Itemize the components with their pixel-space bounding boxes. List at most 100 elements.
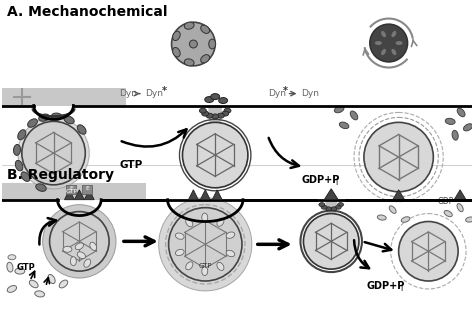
Ellipse shape xyxy=(389,206,396,214)
FancyBboxPatch shape xyxy=(66,185,76,194)
Ellipse shape xyxy=(335,205,341,209)
Ellipse shape xyxy=(200,108,206,113)
Ellipse shape xyxy=(202,213,208,222)
Polygon shape xyxy=(64,190,74,200)
Ellipse shape xyxy=(48,275,55,283)
Text: *: * xyxy=(162,85,167,96)
Ellipse shape xyxy=(51,113,62,120)
Ellipse shape xyxy=(202,111,209,116)
Ellipse shape xyxy=(173,48,180,57)
Ellipse shape xyxy=(84,259,91,267)
Ellipse shape xyxy=(202,267,208,276)
Circle shape xyxy=(182,122,248,188)
Circle shape xyxy=(370,24,408,62)
Ellipse shape xyxy=(29,280,38,288)
Ellipse shape xyxy=(63,246,72,252)
Ellipse shape xyxy=(8,255,16,260)
Text: E: E xyxy=(70,186,73,191)
Circle shape xyxy=(172,22,215,66)
Ellipse shape xyxy=(337,203,344,207)
Ellipse shape xyxy=(350,111,358,120)
Ellipse shape xyxy=(457,108,465,117)
Ellipse shape xyxy=(211,94,219,100)
Ellipse shape xyxy=(7,262,13,272)
Ellipse shape xyxy=(190,40,197,48)
Ellipse shape xyxy=(339,122,349,129)
Polygon shape xyxy=(188,190,198,200)
Ellipse shape xyxy=(36,184,46,191)
Ellipse shape xyxy=(71,257,76,266)
Circle shape xyxy=(169,208,242,281)
Ellipse shape xyxy=(381,49,386,55)
Ellipse shape xyxy=(326,207,331,211)
FancyBboxPatch shape xyxy=(82,185,92,194)
Ellipse shape xyxy=(175,249,184,256)
Ellipse shape xyxy=(184,22,194,29)
Ellipse shape xyxy=(226,232,235,238)
Ellipse shape xyxy=(465,217,474,222)
Circle shape xyxy=(364,122,433,192)
Ellipse shape xyxy=(205,97,214,103)
Ellipse shape xyxy=(21,172,30,182)
Text: GTP: GTP xyxy=(17,263,36,272)
Ellipse shape xyxy=(392,49,396,55)
Circle shape xyxy=(303,214,359,269)
Polygon shape xyxy=(454,190,466,200)
Ellipse shape xyxy=(201,25,210,33)
Text: Dyn: Dyn xyxy=(268,89,286,98)
Ellipse shape xyxy=(35,291,45,297)
Text: B. Regulatory: B. Regulatory xyxy=(7,168,114,182)
Circle shape xyxy=(18,117,89,189)
Polygon shape xyxy=(324,189,338,200)
Text: *: * xyxy=(283,85,288,96)
Ellipse shape xyxy=(186,262,193,270)
Text: i: i xyxy=(401,284,403,293)
Polygon shape xyxy=(201,190,210,200)
Ellipse shape xyxy=(90,242,97,250)
Ellipse shape xyxy=(15,160,23,171)
Text: GTP: GTP xyxy=(199,263,212,269)
Text: A. Mechanochemical: A. Mechanochemical xyxy=(7,5,167,19)
Text: Dyn: Dyn xyxy=(119,89,137,98)
Ellipse shape xyxy=(217,113,224,118)
Ellipse shape xyxy=(201,55,210,63)
Ellipse shape xyxy=(444,211,452,217)
Ellipse shape xyxy=(75,243,83,250)
Ellipse shape xyxy=(15,268,25,274)
Text: Dyn: Dyn xyxy=(301,89,319,98)
Ellipse shape xyxy=(381,31,386,37)
Ellipse shape xyxy=(224,108,231,113)
Ellipse shape xyxy=(319,203,325,207)
Ellipse shape xyxy=(445,118,455,124)
Ellipse shape xyxy=(173,31,180,41)
Circle shape xyxy=(22,121,85,185)
Ellipse shape xyxy=(377,215,386,220)
Ellipse shape xyxy=(219,98,228,104)
Ellipse shape xyxy=(59,280,68,288)
Text: i: i xyxy=(335,178,337,187)
Circle shape xyxy=(159,198,252,291)
Ellipse shape xyxy=(27,119,37,127)
Ellipse shape xyxy=(331,207,337,211)
Text: GDP+P: GDP+P xyxy=(367,281,405,291)
Circle shape xyxy=(50,212,109,271)
Ellipse shape xyxy=(212,114,219,119)
Circle shape xyxy=(399,221,458,281)
Ellipse shape xyxy=(64,116,74,124)
Ellipse shape xyxy=(396,41,402,45)
Ellipse shape xyxy=(186,219,193,227)
Polygon shape xyxy=(212,190,222,200)
Text: GDP+P: GDP+P xyxy=(301,175,340,185)
Ellipse shape xyxy=(217,218,224,226)
Ellipse shape xyxy=(464,124,473,131)
Ellipse shape xyxy=(226,250,235,257)
Polygon shape xyxy=(392,190,405,200)
Ellipse shape xyxy=(7,285,17,292)
Ellipse shape xyxy=(209,39,216,49)
Ellipse shape xyxy=(457,204,463,212)
Polygon shape xyxy=(325,200,337,214)
Ellipse shape xyxy=(375,41,382,45)
Bar xyxy=(2,183,146,200)
Ellipse shape xyxy=(175,233,184,239)
Ellipse shape xyxy=(452,130,458,140)
